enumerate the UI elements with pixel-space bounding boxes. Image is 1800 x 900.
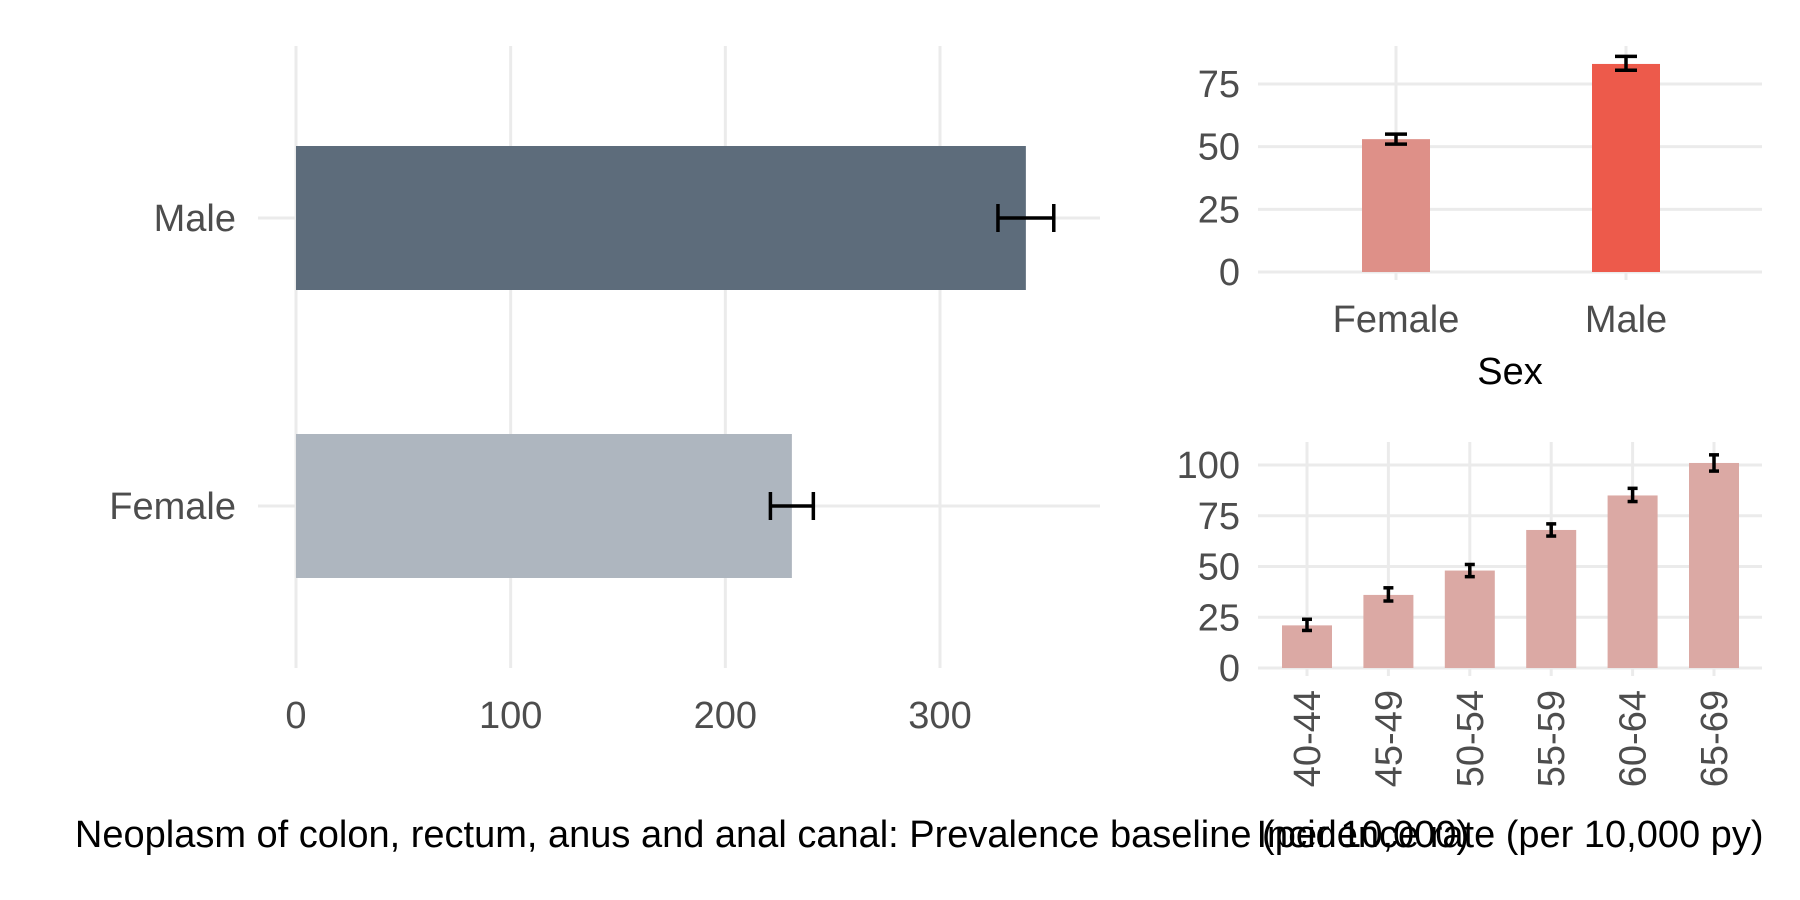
x-tick-label: 45-49 xyxy=(1368,690,1410,787)
bar-age-65-69 xyxy=(1689,462,1739,668)
error-bar-age-45-49 xyxy=(1383,586,1394,603)
y-tick-label: 50 xyxy=(1198,547,1240,589)
bar-age-45-49 xyxy=(1363,594,1414,668)
x-tick-label: 100 xyxy=(479,695,542,737)
bar-age-55-59 xyxy=(1526,529,1577,668)
bar-male xyxy=(1592,63,1660,272)
y-tick-label: 50 xyxy=(1198,127,1240,169)
y-tick-label: 75 xyxy=(1198,64,1240,106)
incidence-by-sex-panel: 0 25 50 75 Female Male Sex xyxy=(1198,46,1762,393)
error-bar-female xyxy=(1385,132,1407,146)
bar-female xyxy=(296,434,792,578)
error-bar-male xyxy=(996,204,1056,232)
y-tick-label: 75 xyxy=(1198,496,1240,538)
bar-male xyxy=(296,146,1026,290)
y-tick-label: Male xyxy=(154,198,236,240)
bar-age-40-44 xyxy=(1282,625,1332,668)
x-tick-label: 40-44 xyxy=(1287,690,1329,787)
bar-female xyxy=(1362,139,1430,272)
incidence-by-age-panel: 0 25 50 75 100 40-44 45-49 50-54 55-59 60-64 65-69… xyxy=(1177,442,1764,856)
y-tick-label: Female xyxy=(109,486,236,528)
x-tick-label: Male xyxy=(1585,299,1667,341)
error-bar-age-50-54 xyxy=(1464,562,1475,579)
x-tick-label: 60-64 xyxy=(1613,690,1655,787)
prevalence-by-sex-panel: Male Female 0 100 200 300 Neoplasm of colon, r… xyxy=(75,46,1469,856)
x-axis-title: Incidence rate (per 10,000 py) xyxy=(1257,814,1764,856)
bar-age-50-54 xyxy=(1444,570,1495,668)
y-tick-label: 25 xyxy=(1198,597,1240,639)
x-tick-label: 0 xyxy=(285,695,306,737)
error-bar-age-40-44 xyxy=(1302,617,1312,633)
x-tick-label: 50-54 xyxy=(1450,690,1492,787)
y-tick-label: 0 xyxy=(1219,648,1240,690)
x-tick-label: 300 xyxy=(908,695,971,737)
error-bar-female xyxy=(768,492,816,520)
error-bar-age-55-59 xyxy=(1546,522,1557,538)
error-bar-age-65-69 xyxy=(1709,453,1719,473)
x-tick-label: 55-59 xyxy=(1531,690,1573,787)
error-bar-age-60-64 xyxy=(1627,486,1638,504)
x-tick-label: 200 xyxy=(694,695,757,737)
x-axis-title: Sex xyxy=(1477,351,1542,393)
x-tick-label: Female xyxy=(1333,299,1460,341)
x-axis-title: Neoplasm of colon, rectum, anus and anal… xyxy=(75,814,1469,856)
error-bar-male xyxy=(1615,54,1637,72)
y-tick-label: 100 xyxy=(1177,445,1240,487)
y-tick-label: 0 xyxy=(1219,252,1240,294)
bar-age-60-64 xyxy=(1607,495,1658,668)
x-tick-label: 65-69 xyxy=(1694,690,1736,787)
y-tick-label: 25 xyxy=(1198,189,1240,231)
